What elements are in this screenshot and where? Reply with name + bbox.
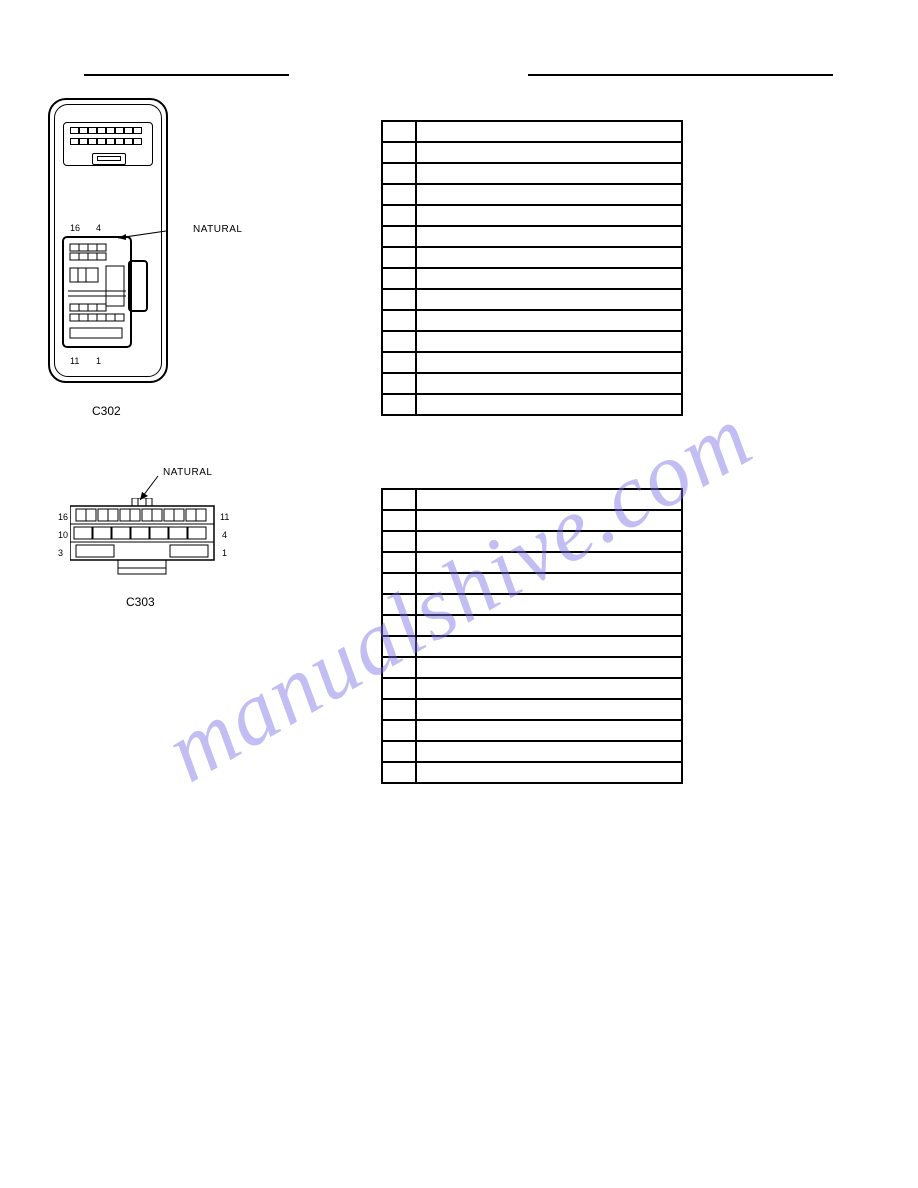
color-label-c303: NATURAL xyxy=(163,467,212,478)
table-row xyxy=(383,721,681,742)
c303-pin-11: 11 xyxy=(220,512,229,522)
table-row xyxy=(383,269,681,290)
table-row xyxy=(383,532,681,553)
table-row xyxy=(383,227,681,248)
table-row xyxy=(383,616,681,637)
c303-pin-1: 1 xyxy=(222,548,227,558)
table-row xyxy=(383,395,681,416)
pin-label-11: 11 xyxy=(70,356,79,366)
pin-label-16: 16 xyxy=(70,223,80,233)
table-row xyxy=(383,658,681,679)
table-row xyxy=(383,353,681,374)
table-row xyxy=(383,374,681,395)
table-row xyxy=(383,164,681,185)
c303-pin-16: 16 xyxy=(58,512,68,522)
connector-c302-title: C302 xyxy=(92,404,121,418)
upper-pin-row2 xyxy=(70,138,148,148)
table-row xyxy=(383,553,681,574)
table-row xyxy=(383,763,681,784)
c303-pin-3: 3 xyxy=(58,548,63,558)
table-row xyxy=(383,122,681,143)
c303-pin-10: 10 xyxy=(58,530,68,540)
pin-table-c302 xyxy=(381,120,683,416)
table-row xyxy=(383,742,681,763)
lower-conn-block xyxy=(62,236,158,356)
connector-c303-title: C303 xyxy=(126,595,155,609)
table-row xyxy=(383,311,681,332)
header-rule-left xyxy=(84,74,289,76)
table-row xyxy=(383,637,681,658)
table-row xyxy=(383,574,681,595)
table-row xyxy=(383,248,681,269)
pin-label-1: 1 xyxy=(96,356,101,366)
table-row xyxy=(383,490,681,511)
table-row xyxy=(383,332,681,353)
table-row xyxy=(383,185,681,206)
upper-pin-row1 xyxy=(70,127,148,137)
table-row xyxy=(383,290,681,311)
upper-conn-latch xyxy=(92,153,126,165)
upper-conn-outer xyxy=(63,122,153,166)
table-row xyxy=(383,679,681,700)
leader-c302 xyxy=(118,224,193,242)
pin-label-4: 4 xyxy=(96,223,101,233)
table-row xyxy=(383,511,681,532)
c303-pin-4: 4 xyxy=(222,530,227,540)
pin-table-c303 xyxy=(381,488,683,784)
upper-conn-block xyxy=(63,122,153,180)
table-row xyxy=(383,206,681,227)
table-row xyxy=(383,595,681,616)
connector-c302-drawing: 16 4 11 1 xyxy=(48,98,168,390)
table-row xyxy=(383,700,681,721)
table-row xyxy=(383,143,681,164)
header-rule-right xyxy=(528,74,833,76)
color-label-c302: NATURAL xyxy=(193,224,242,235)
